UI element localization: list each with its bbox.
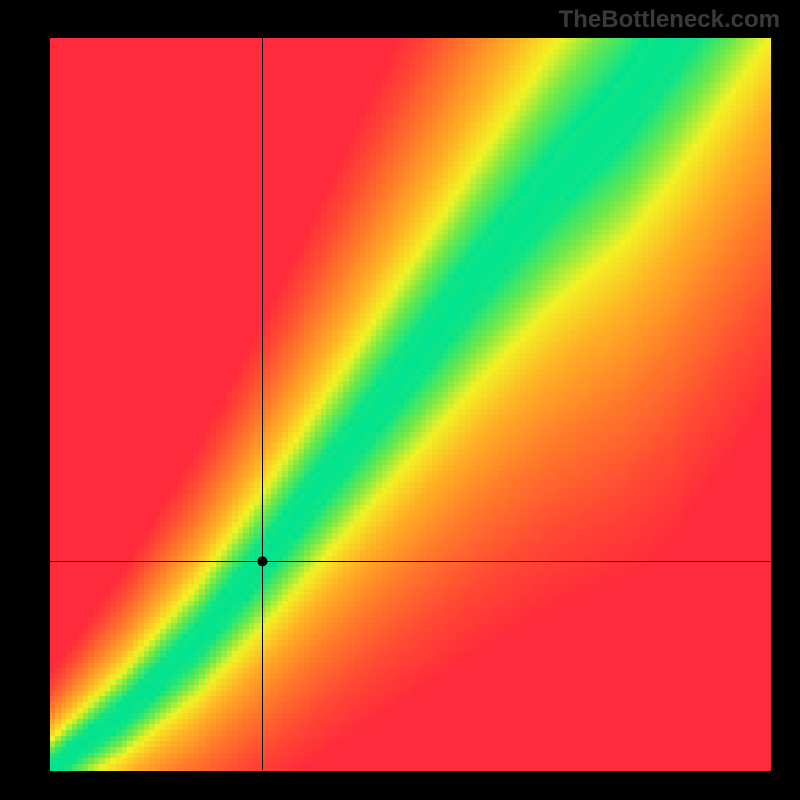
chart-container: TheBottleneck.com: [0, 0, 800, 800]
watermark-text: TheBottleneck.com: [559, 6, 780, 34]
bottleneck-heatmap-canvas: [0, 0, 800, 800]
